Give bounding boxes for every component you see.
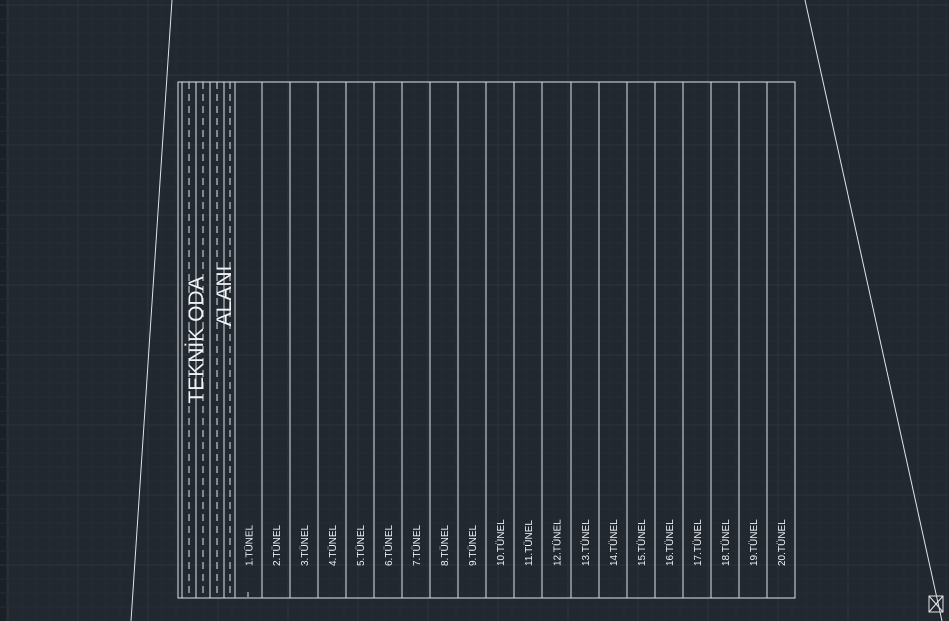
tunnel-label: 18.TÜNEL [720, 519, 732, 566]
technical-room-label-line1: TEKNİK ODA [185, 276, 208, 403]
technical-room-label-line2: ALANI [213, 266, 236, 327]
tunnel-label: 10.TÜNEL [495, 519, 507, 566]
tunnel-label: 8.TÜNEL [439, 524, 451, 566]
tunnel-label: 5.TÜNEL [355, 524, 367, 566]
tunnel-label: 11.TÜNEL [523, 520, 535, 566]
tunnel-label: 14.TÜNEL [608, 519, 620, 566]
tunnel-label: 20.TÜNEL [776, 519, 788, 566]
technical-room-area [181, 82, 231, 598]
boundary-right-edge [804, 0, 943, 621]
tunnel-label: 17.TÜNEL [692, 519, 704, 566]
ucs-box-icon[interactable] [928, 595, 944, 613]
tunnel-label: 9.TÜNEL [467, 524, 479, 566]
tunnel-label: 2.TÜNEL [271, 524, 283, 566]
tunnel-label: 3.TÜNEL [299, 524, 311, 566]
tunnel-label: 16.TÜNEL [664, 519, 676, 566]
boundary-left-edge [130, 0, 173, 621]
tunnel-label: 7.TÜNEL [411, 524, 423, 566]
viewport-border [0, 0, 6, 621]
tunnel-label: 4.TÜNEL [327, 524, 339, 566]
tunnel-label: 12.TÜNEL [552, 519, 564, 566]
tunnel-label: 13.TÜNEL [580, 519, 592, 566]
tunnel-label: 19.TÜNEL [748, 519, 760, 566]
tunnel-label: 6.TÜNEL [383, 524, 395, 566]
site-boundary [130, 0, 943, 621]
tunnel-label: 1.TÜNEL [244, 524, 256, 566]
tunnel-label: 15.TÜNEL [636, 519, 648, 566]
tunnel-columns: 1.TÜNEL 2.TÜNEL 3.TÜNEL 4.TÜNEL 5.TÜNEL 6.TÜN… [234, 82, 788, 598]
